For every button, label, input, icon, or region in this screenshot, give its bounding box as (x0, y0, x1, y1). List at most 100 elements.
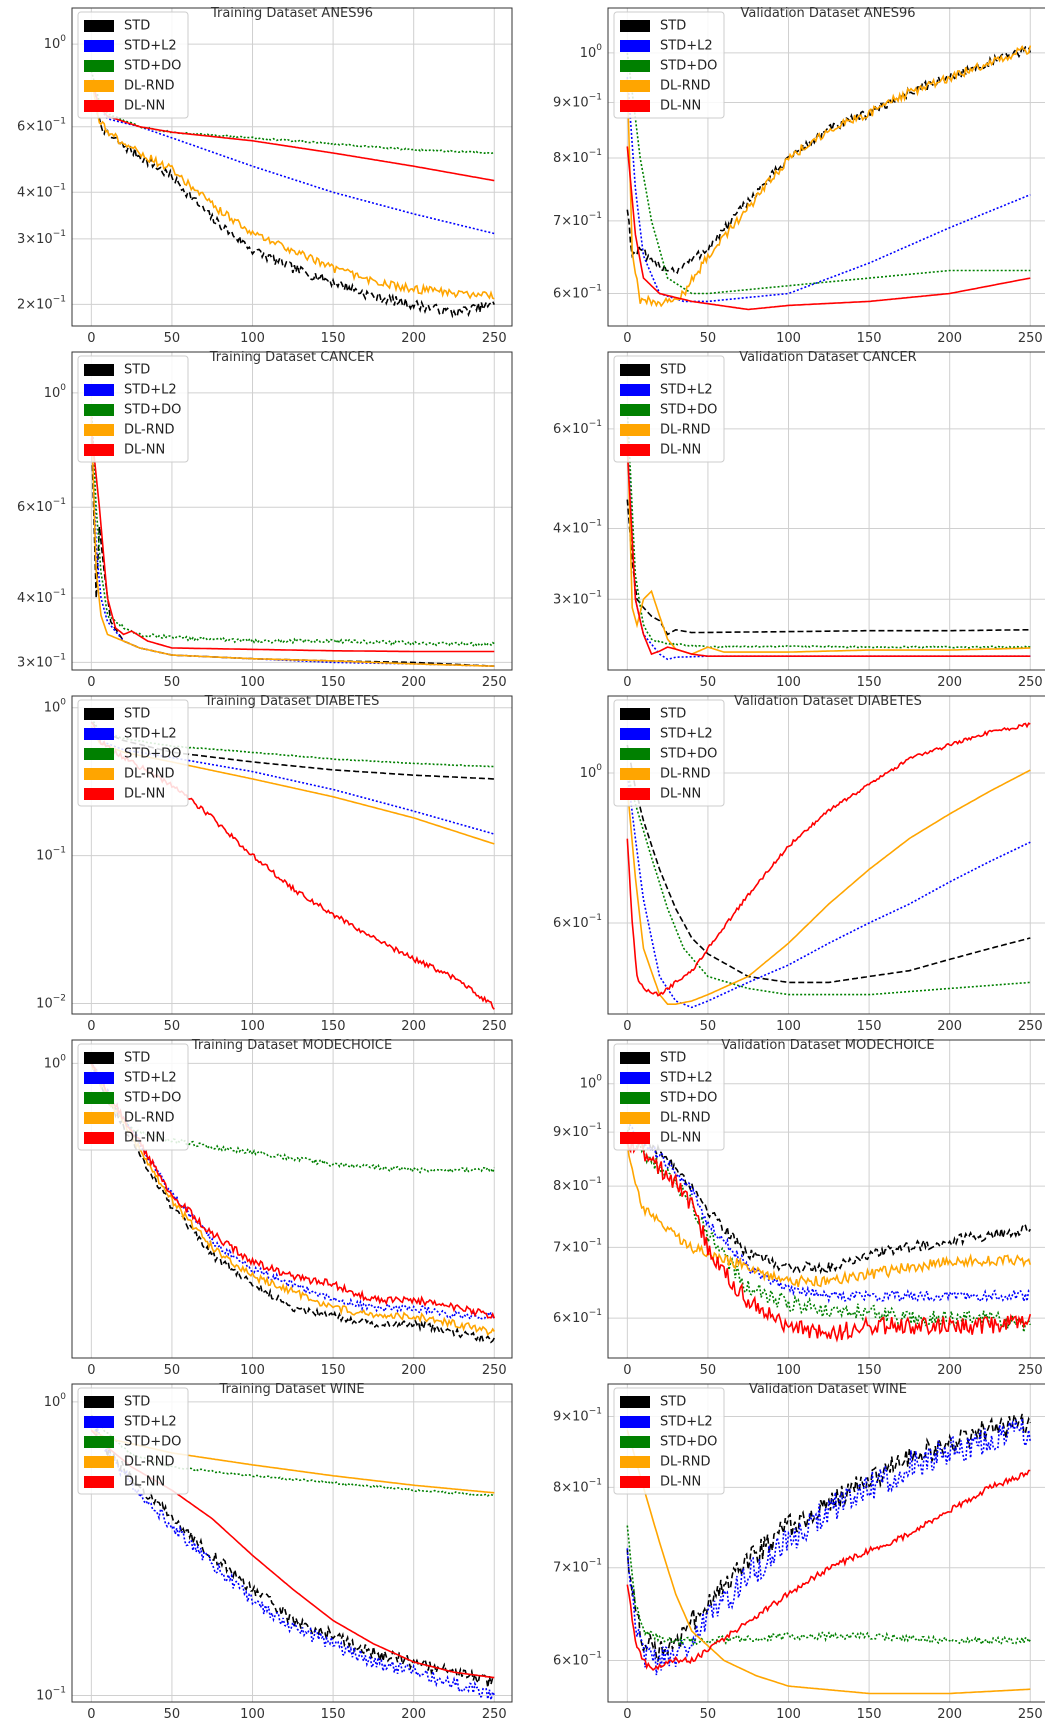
legend-label: DL-RND (124, 767, 174, 782)
legend-swatch (84, 444, 114, 456)
y-tick-label: 7×10−1 (553, 1237, 602, 1255)
x-tick-label: 200 (937, 331, 962, 346)
y-tick-label: 9×10−1 (553, 92, 602, 110)
legend: STD STD+L2 STD+DO DL-RND DL-NN (613, 1387, 725, 1495)
series-group (626, 409, 1031, 661)
legend-swatch (620, 100, 650, 112)
series-line-std-do (90, 404, 495, 648)
x-tick-label: 0 (87, 1363, 95, 1378)
y-tick-label: 4×10−1 (17, 587, 66, 605)
legend-label: STD+DO (124, 59, 181, 74)
legend-swatch (620, 1132, 650, 1144)
legend-label: STD+L2 (660, 1415, 713, 1430)
y-tick-label: 3×10−1 (17, 228, 66, 246)
legend-label: STD+DO (660, 403, 717, 418)
legend-swatch (84, 1476, 114, 1488)
series-line-dl-nn (626, 722, 1031, 997)
legend-label: DL-RND (124, 423, 174, 438)
legend-label: DL-RND (660, 1455, 710, 1470)
y-tick-label: 100 (44, 1391, 67, 1409)
x-tick-label: 250 (482, 675, 507, 690)
x-tick-label: 0 (623, 1707, 631, 1722)
y-tick-label: 3×10−1 (553, 589, 602, 607)
chart-panel-10: 0 50 100 150 200 250 9×10−1 8×10−1 7×10−1 6×10−1 V… (553, 1382, 1045, 1722)
legend-swatch (620, 1456, 650, 1468)
series-group (626, 722, 1031, 1009)
series-line-std-do (626, 772, 1031, 996)
x-tick-label: 50 (700, 331, 717, 346)
plot-frame (71, 1039, 513, 1359)
x-tick-label: 0 (87, 1707, 95, 1722)
x-tick-label: 100 (240, 331, 265, 346)
x-tick-label: 200 (937, 1363, 962, 1378)
legend-label: STD (124, 1051, 150, 1066)
legend-label: STD+L2 (660, 727, 713, 742)
x-tick-label: 0 (87, 1019, 95, 1034)
x-tick-label: 50 (164, 1363, 181, 1378)
x-tick-label: 250 (1018, 1363, 1043, 1378)
legend-swatch (620, 708, 650, 720)
series-line-dl-nn (626, 146, 1031, 311)
series-line-dl-rnd (626, 45, 1032, 308)
x-tick-label: 200 (401, 1019, 426, 1034)
legend-swatch (620, 768, 650, 780)
y-tick-label: 100 (44, 697, 67, 715)
series-line-dl-rnd (626, 1142, 1032, 1288)
legend-swatch (84, 1416, 114, 1428)
legend: STD STD+L2 STD+DO DL-RND DL-NN (613, 355, 725, 463)
y-tick-label: 100 (44, 34, 67, 52)
plot-frame (607, 7, 1045, 327)
legend-swatch (84, 708, 114, 720)
chart-panel-7: 0 50 100 150 200 250 100 Training Dataset MODEC… (44, 1038, 513, 1378)
x-tick-label: 0 (623, 1363, 631, 1378)
legend-label: STD+L2 (660, 1071, 713, 1086)
series-line-std-l2 (90, 79, 495, 235)
y-tick-label: 100 (44, 382, 67, 400)
y-tick-label: 8×10−1 (553, 1477, 602, 1495)
y-tick-label: 7×10−1 (553, 1557, 602, 1575)
legend-label: STD (124, 363, 150, 378)
x-tick-label: 200 (937, 1707, 962, 1722)
x-tick-label: 50 (700, 675, 717, 690)
legend-swatch (84, 424, 114, 436)
legend-label: STD (124, 19, 150, 34)
legend: STD STD+L2 STD+DO DL-RND DL-NN (77, 1387, 189, 1495)
x-tick-label: 150 (857, 1707, 882, 1722)
x-tick-label: 0 (87, 331, 95, 346)
series-line-std-do (626, 1525, 1031, 1647)
series-line-std-l2 (91, 1062, 495, 1321)
legend-label: DL-RND (124, 79, 174, 94)
x-tick-label: 100 (776, 331, 801, 346)
legend-label: DL-RND (660, 767, 710, 782)
chart-panel-2: 0 50 100 150 200 250 100 9×10−1 8×10−1 7×10−1 6×10… (553, 6, 1045, 346)
legend-label: STD+L2 (660, 383, 713, 398)
plot-frame (607, 1383, 1045, 1703)
legend-swatch (620, 384, 650, 396)
legend-swatch (620, 1112, 650, 1124)
legend-swatch (84, 788, 114, 800)
legend-label: STD (660, 1395, 686, 1410)
grid (608, 352, 1045, 670)
series-line-dl-rnd (90, 416, 495, 667)
legend-swatch (84, 40, 114, 52)
x-tick-label: 50 (700, 1019, 717, 1034)
legend-label: STD+DO (124, 747, 181, 762)
y-tick-label: 100 (580, 42, 603, 60)
legend-swatch (84, 1456, 114, 1468)
chart-title: Validation Dataset MODECHOICE (721, 1038, 934, 1053)
x-tick-label: 150 (857, 331, 882, 346)
series-line-std (626, 43, 1032, 275)
x-tick-label: 50 (700, 1363, 717, 1378)
legend-swatch (620, 1436, 650, 1448)
y-tick-label: 100 (44, 1053, 67, 1071)
legend-label: STD+DO (660, 1435, 717, 1450)
series-line-dl-rnd (626, 769, 1031, 1006)
y-tick-label: 4×10−1 (17, 182, 66, 200)
x-tick-label: 50 (164, 675, 181, 690)
legend-label: DL-NN (124, 1131, 165, 1146)
plot-frame (71, 1383, 513, 1703)
chart-panel-3: 0 50 100 150 200 250 100 6×10−1 4×10−1 3×10−1 Trai… (17, 350, 513, 690)
legend-swatch (84, 748, 114, 760)
